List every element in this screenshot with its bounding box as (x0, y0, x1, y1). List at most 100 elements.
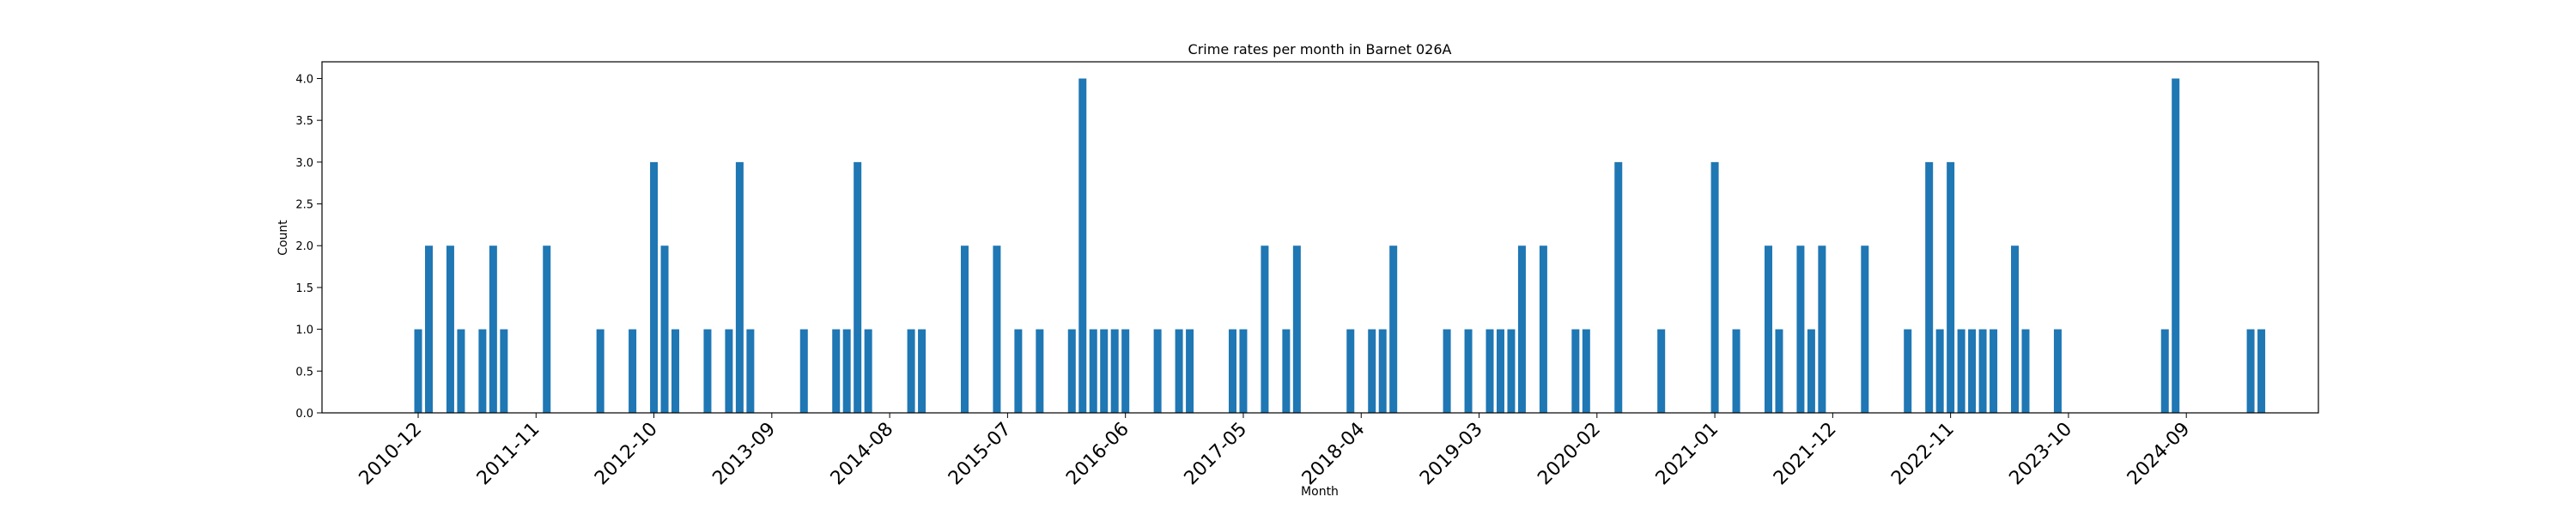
bar (1292, 245, 1301, 413)
bar (1485, 329, 1494, 413)
x-tick-label: 2023-10 (2005, 419, 2076, 490)
bar (960, 245, 969, 413)
bar (1947, 161, 1955, 414)
bar (1282, 329, 1291, 413)
bar (854, 161, 862, 414)
bar (1496, 329, 1504, 413)
bar (1861, 245, 1869, 413)
bar (1464, 329, 1473, 413)
bar (907, 329, 915, 413)
bar (457, 329, 465, 413)
bar (703, 329, 712, 413)
bar (864, 329, 872, 413)
bar (489, 245, 497, 413)
bar (799, 329, 808, 413)
bar (1507, 329, 1516, 413)
bar (650, 161, 659, 414)
x-tick-label: 2022-11 (1887, 419, 1959, 490)
bar (1175, 329, 1183, 413)
x-tick-label: 2016-06 (1062, 419, 1133, 490)
bar (725, 329, 733, 413)
bar (1818, 245, 1826, 413)
x-tick-label: 2014-08 (827, 419, 898, 490)
bar (1239, 329, 1248, 413)
y-tick-label: 2.0 (295, 240, 313, 253)
y-tick-label: 1.0 (295, 324, 313, 337)
bar (1582, 329, 1590, 413)
bar (746, 329, 755, 413)
bars-layer (414, 78, 2266, 414)
x-tick-label: 2011-11 (473, 419, 544, 490)
bar (1014, 329, 1023, 413)
y-tick-label: 0.5 (295, 366, 313, 379)
bar (1517, 245, 1526, 413)
bar (1796, 245, 1805, 413)
bar (2053, 329, 2062, 413)
bar (1089, 329, 1097, 413)
bar (1957, 329, 1965, 413)
bar (414, 329, 422, 413)
bar (1346, 329, 1355, 413)
bar (1067, 329, 1076, 413)
bar (1935, 329, 1944, 413)
x-tick-label: 2013-09 (708, 419, 780, 490)
bar (1389, 245, 1398, 413)
bar (2172, 78, 2180, 413)
y-tick-label: 1.5 (295, 282, 313, 295)
bar (1539, 245, 1547, 413)
bar (1368, 329, 1376, 413)
bar (424, 245, 433, 413)
bar (660, 245, 669, 413)
chart-title: Crime rates per month in Barnet 026A (1188, 41, 1452, 58)
x-axis: 2010-12 2011-11 2012-10 2013-09 2014-08 2015-… (355, 413, 2195, 490)
y-tick-label: 2.5 (295, 199, 313, 212)
bar (543, 245, 551, 413)
bar (1121, 329, 1130, 413)
bar (446, 245, 454, 413)
bar (1186, 329, 1194, 413)
bar (1110, 329, 1119, 413)
x-tick-label: 2021-12 (1770, 419, 1841, 490)
bar (1807, 329, 1815, 413)
bar (1036, 329, 1044, 413)
bar (1968, 329, 1977, 413)
bar (2021, 329, 2030, 413)
bar (842, 329, 851, 413)
x-tick-label: 2010-12 (355, 419, 427, 490)
bar (1571, 329, 1580, 413)
bar (1228, 329, 1236, 413)
x-tick-label: 2019-03 (1416, 419, 1487, 490)
bar (918, 329, 927, 413)
bar (478, 329, 487, 413)
bar (1710, 161, 1719, 414)
y-axis: 0.0 0.5 1.0 1.5 2.0 2.5 3.0 3.5 4.0 (295, 73, 322, 421)
bar (1261, 245, 1269, 413)
bar (1925, 161, 1934, 414)
x-tick-label: 2012-10 (591, 419, 662, 490)
bar (1078, 78, 1087, 413)
x-tick-label: 2018-04 (1298, 419, 1370, 490)
bar (1978, 329, 1987, 413)
bar (993, 245, 1001, 413)
bar (1764, 245, 1772, 413)
y-tick-label: 3.5 (295, 115, 313, 128)
x-tick-label: 2024-09 (2123, 419, 2195, 490)
x-tick-label: 2015-07 (945, 419, 1016, 490)
bar (735, 161, 744, 414)
bar (1153, 329, 1162, 413)
bar (1990, 329, 1998, 413)
bar (2011, 245, 2020, 413)
bar (832, 329, 841, 413)
bar (1732, 329, 1741, 413)
x-tick-label: 2017-05 (1181, 419, 1252, 490)
bar (2246, 329, 2255, 413)
y-axis-title: Count (276, 220, 290, 256)
bar (500, 329, 508, 413)
y-tick-label: 4.0 (295, 73, 313, 86)
axes-frame (321, 61, 2319, 414)
bar (629, 329, 637, 413)
bar (2160, 329, 2169, 413)
bar (1775, 329, 1783, 413)
bar (1100, 329, 1109, 413)
